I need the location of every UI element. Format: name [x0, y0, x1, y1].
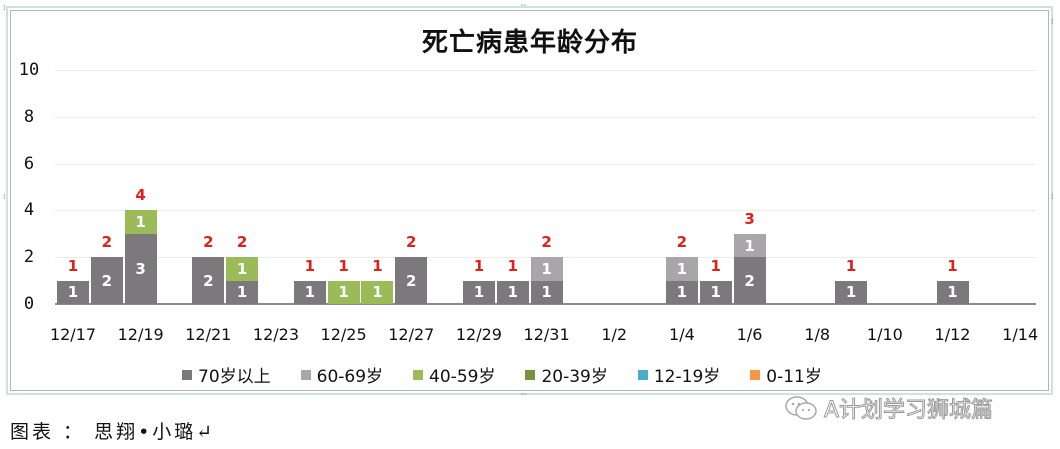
- bar-segment[interactable]: 1: [57, 280, 89, 304]
- legend-label: 12-19岁: [653, 367, 721, 387]
- bar-segment[interactable]: 1: [699, 280, 732, 304]
- bar-segment[interactable]: 1: [496, 280, 529, 304]
- gridline: [55, 163, 1036, 165]
- legend-swatch-icon: [182, 369, 192, 380]
- legend-label: 70岁以上: [198, 367, 271, 387]
- bar-segment[interactable]: 1: [530, 280, 563, 304]
- legend-item[interactable]: 60-69岁: [300, 362, 384, 387]
- x-tick-label: 12/19: [117, 325, 164, 344]
- figure-caption: 图表 ： 思翔•小璐↵: [10, 421, 216, 443]
- gridline: [55, 116, 1036, 118]
- legend-item[interactable]: 40-59岁: [413, 362, 495, 387]
- x-tick-label: 12/29: [455, 325, 502, 344]
- total-label: 1: [338, 256, 349, 275]
- bar-segment[interactable]: 1: [936, 280, 969, 304]
- legend-label: 0-11岁: [766, 367, 822, 387]
- bar-segment[interactable]: 3: [124, 233, 157, 304]
- x-tick-label: 1/8: [804, 325, 831, 344]
- legend-swatch-icon: [750, 369, 761, 380]
- bar-segment[interactable]: 1: [361, 280, 394, 304]
- x-tick-label: 1/6: [736, 325, 763, 344]
- legend-label: 40-59岁: [429, 367, 496, 387]
- bar-segment[interactable]: 1: [327, 280, 360, 304]
- x-tick-label: 1/10: [866, 325, 903, 344]
- bar-segment[interactable]: 1: [226, 257, 259, 281]
- x-tick-label: 1/14: [1002, 325, 1039, 344]
- total-label: 2: [236, 233, 248, 252]
- legend: 70岁以上 60-69岁 40-59岁 20-39岁 12-19岁 0-11岁: [182, 362, 852, 387]
- bar-segment[interactable]: 2: [90, 257, 123, 304]
- watermark: A计划学习狮城篇: [784, 392, 994, 424]
- y-tick-label: 0: [23, 294, 35, 314]
- x-tick-label: 12/31: [523, 325, 570, 344]
- x-tick-label: 12/21: [185, 325, 232, 344]
- total-label: 1: [473, 256, 485, 275]
- bar-segment[interactable]: 2: [395, 257, 428, 304]
- x-tick-label: 1/4: [669, 325, 695, 344]
- legend-item[interactable]: 70岁以上: [182, 362, 271, 387]
- x-tick-label: 12/27: [388, 325, 435, 344]
- resize-handle-top[interactable]: ····: [520, 1, 527, 10]
- legend-swatch-icon: [637, 369, 648, 380]
- x-tick-label: 12/25: [320, 325, 367, 344]
- x-tick-label: 12/23: [252, 325, 299, 344]
- total-label: 1: [304, 256, 315, 275]
- resize-handle-bottom[interactable]: ····: [520, 390, 527, 399]
- resize-handle-right[interactable]: ⁞: [1051, 192, 1053, 201]
- x-axis-line: [55, 303, 1036, 305]
- legend-label: 60-69岁: [316, 367, 384, 387]
- legend-swatch-icon: [525, 369, 536, 380]
- gridline: [55, 210, 1036, 212]
- bar-segment[interactable]: 1: [530, 257, 563, 281]
- y-tick-label: 2: [23, 247, 35, 268]
- legend-item[interactable]: 0-11岁: [750, 362, 822, 387]
- total-label: 1: [372, 256, 383, 275]
- wechat-icon: [785, 396, 817, 420]
- resize-handle-top-right[interactable]: ⁞: [1051, 17, 1053, 26]
- legend-item[interactable]: 20-39岁: [525, 362, 608, 387]
- bar-segment[interactable]: 2: [733, 257, 766, 304]
- resize-handle-top-left[interactable]: ⁞: [3, 3, 5, 12]
- y-tick-label: 10: [18, 60, 40, 80]
- bar-segment[interactable]: 1: [835, 280, 868, 304]
- y-tick-label: 6: [23, 153, 35, 174]
- legend-swatch-icon: [300, 369, 311, 380]
- total-label: 1: [507, 256, 518, 275]
- chart-frame-outer: [6, 6, 1053, 395]
- legend-swatch-icon: [413, 369, 424, 380]
- total-label: 2: [101, 233, 113, 252]
- total-label: 1: [710, 256, 721, 275]
- watermark-text: A计划学习狮城篇: [823, 398, 994, 424]
- bar-segment[interactable]: 2: [192, 257, 225, 304]
- bar-segment[interactable]: 1: [733, 233, 766, 258]
- total-label: 2: [676, 233, 688, 252]
- total-label: 2: [541, 233, 552, 252]
- chart-frame[interactable]: [10, 10, 1049, 391]
- gridline: [55, 70, 1036, 71]
- total-label: 1: [845, 256, 857, 275]
- y-tick-label: 4: [23, 200, 35, 221]
- total-label: 2: [406, 233, 417, 252]
- chart-title: 死亡病患年龄分布: [421, 28, 638, 58]
- total-label: 2: [203, 233, 214, 252]
- bar-segment[interactable]: 1: [665, 280, 698, 304]
- total-label: 4: [135, 186, 146, 205]
- total-label: 1: [947, 256, 958, 275]
- bar-segment[interactable]: 1: [665, 257, 698, 281]
- resize-handle-left[interactable]: ⁞: [3, 192, 5, 201]
- bar-segment[interactable]: 1: [226, 280, 259, 304]
- x-tick-label: 12/17: [49, 325, 97, 344]
- bar-segment[interactable]: 1: [124, 210, 157, 234]
- x-tick-label: 1/2: [601, 325, 628, 344]
- bar-segment[interactable]: 1: [293, 280, 326, 304]
- y-tick-label: 8: [23, 106, 35, 127]
- legend-item[interactable]: 12-19岁: [637, 362, 721, 387]
- bar-segment[interactable]: 1: [462, 280, 495, 304]
- x-tick-label: 1/12: [934, 325, 971, 344]
- total-label: 1: [67, 256, 79, 275]
- total-label: 3: [744, 209, 755, 228]
- legend-label: 20-39岁: [541, 367, 608, 387]
